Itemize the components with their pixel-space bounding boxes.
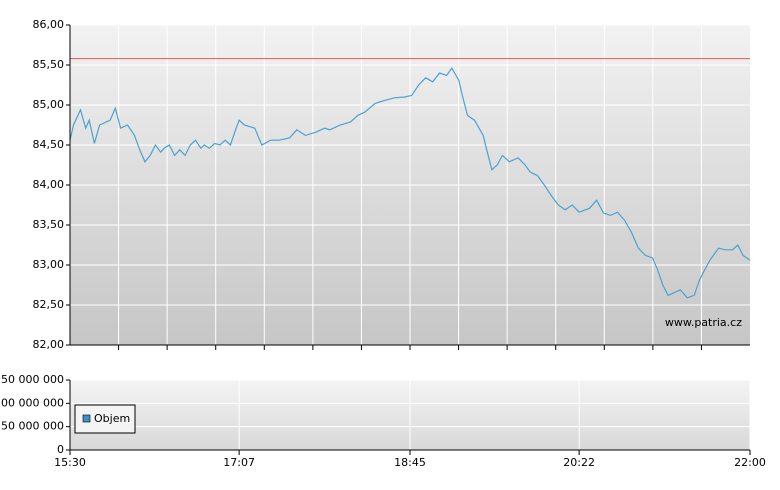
y-tick-label: 85,50 [33,58,65,71]
legend-swatch [82,414,91,423]
y-tick-label: 0 [57,443,64,456]
price-line [69,67,751,299]
x-tick-label: 17:07 [223,456,255,469]
legend-label: Objem [94,412,130,425]
y-tick-label: 82,00 [33,338,65,351]
x-tick-label: 20:22 [563,456,595,469]
x-tick-label: 22:00 [734,456,766,469]
x-tick-label: 18:45 [394,456,426,469]
y-tick-label: 83,50 [33,218,65,231]
y-tick-label: 83,00 [33,258,65,271]
y-tick-label: 84,50 [33,138,65,151]
y-tick-label: 150 000 000 [0,373,64,386]
y-tick-label: 85,00 [33,98,65,111]
y-tick-label: 100 000 000 [0,396,64,409]
y-tick-label: 84,00 [33,178,65,191]
watermark: www.patria.cz [665,316,742,329]
y-tick-label: 86,00 [33,18,65,31]
y-tick-label: 82,50 [33,298,65,311]
x-tick-label: 15:30 [54,456,86,469]
y-tick-label: 50 000 000 [1,420,64,433]
